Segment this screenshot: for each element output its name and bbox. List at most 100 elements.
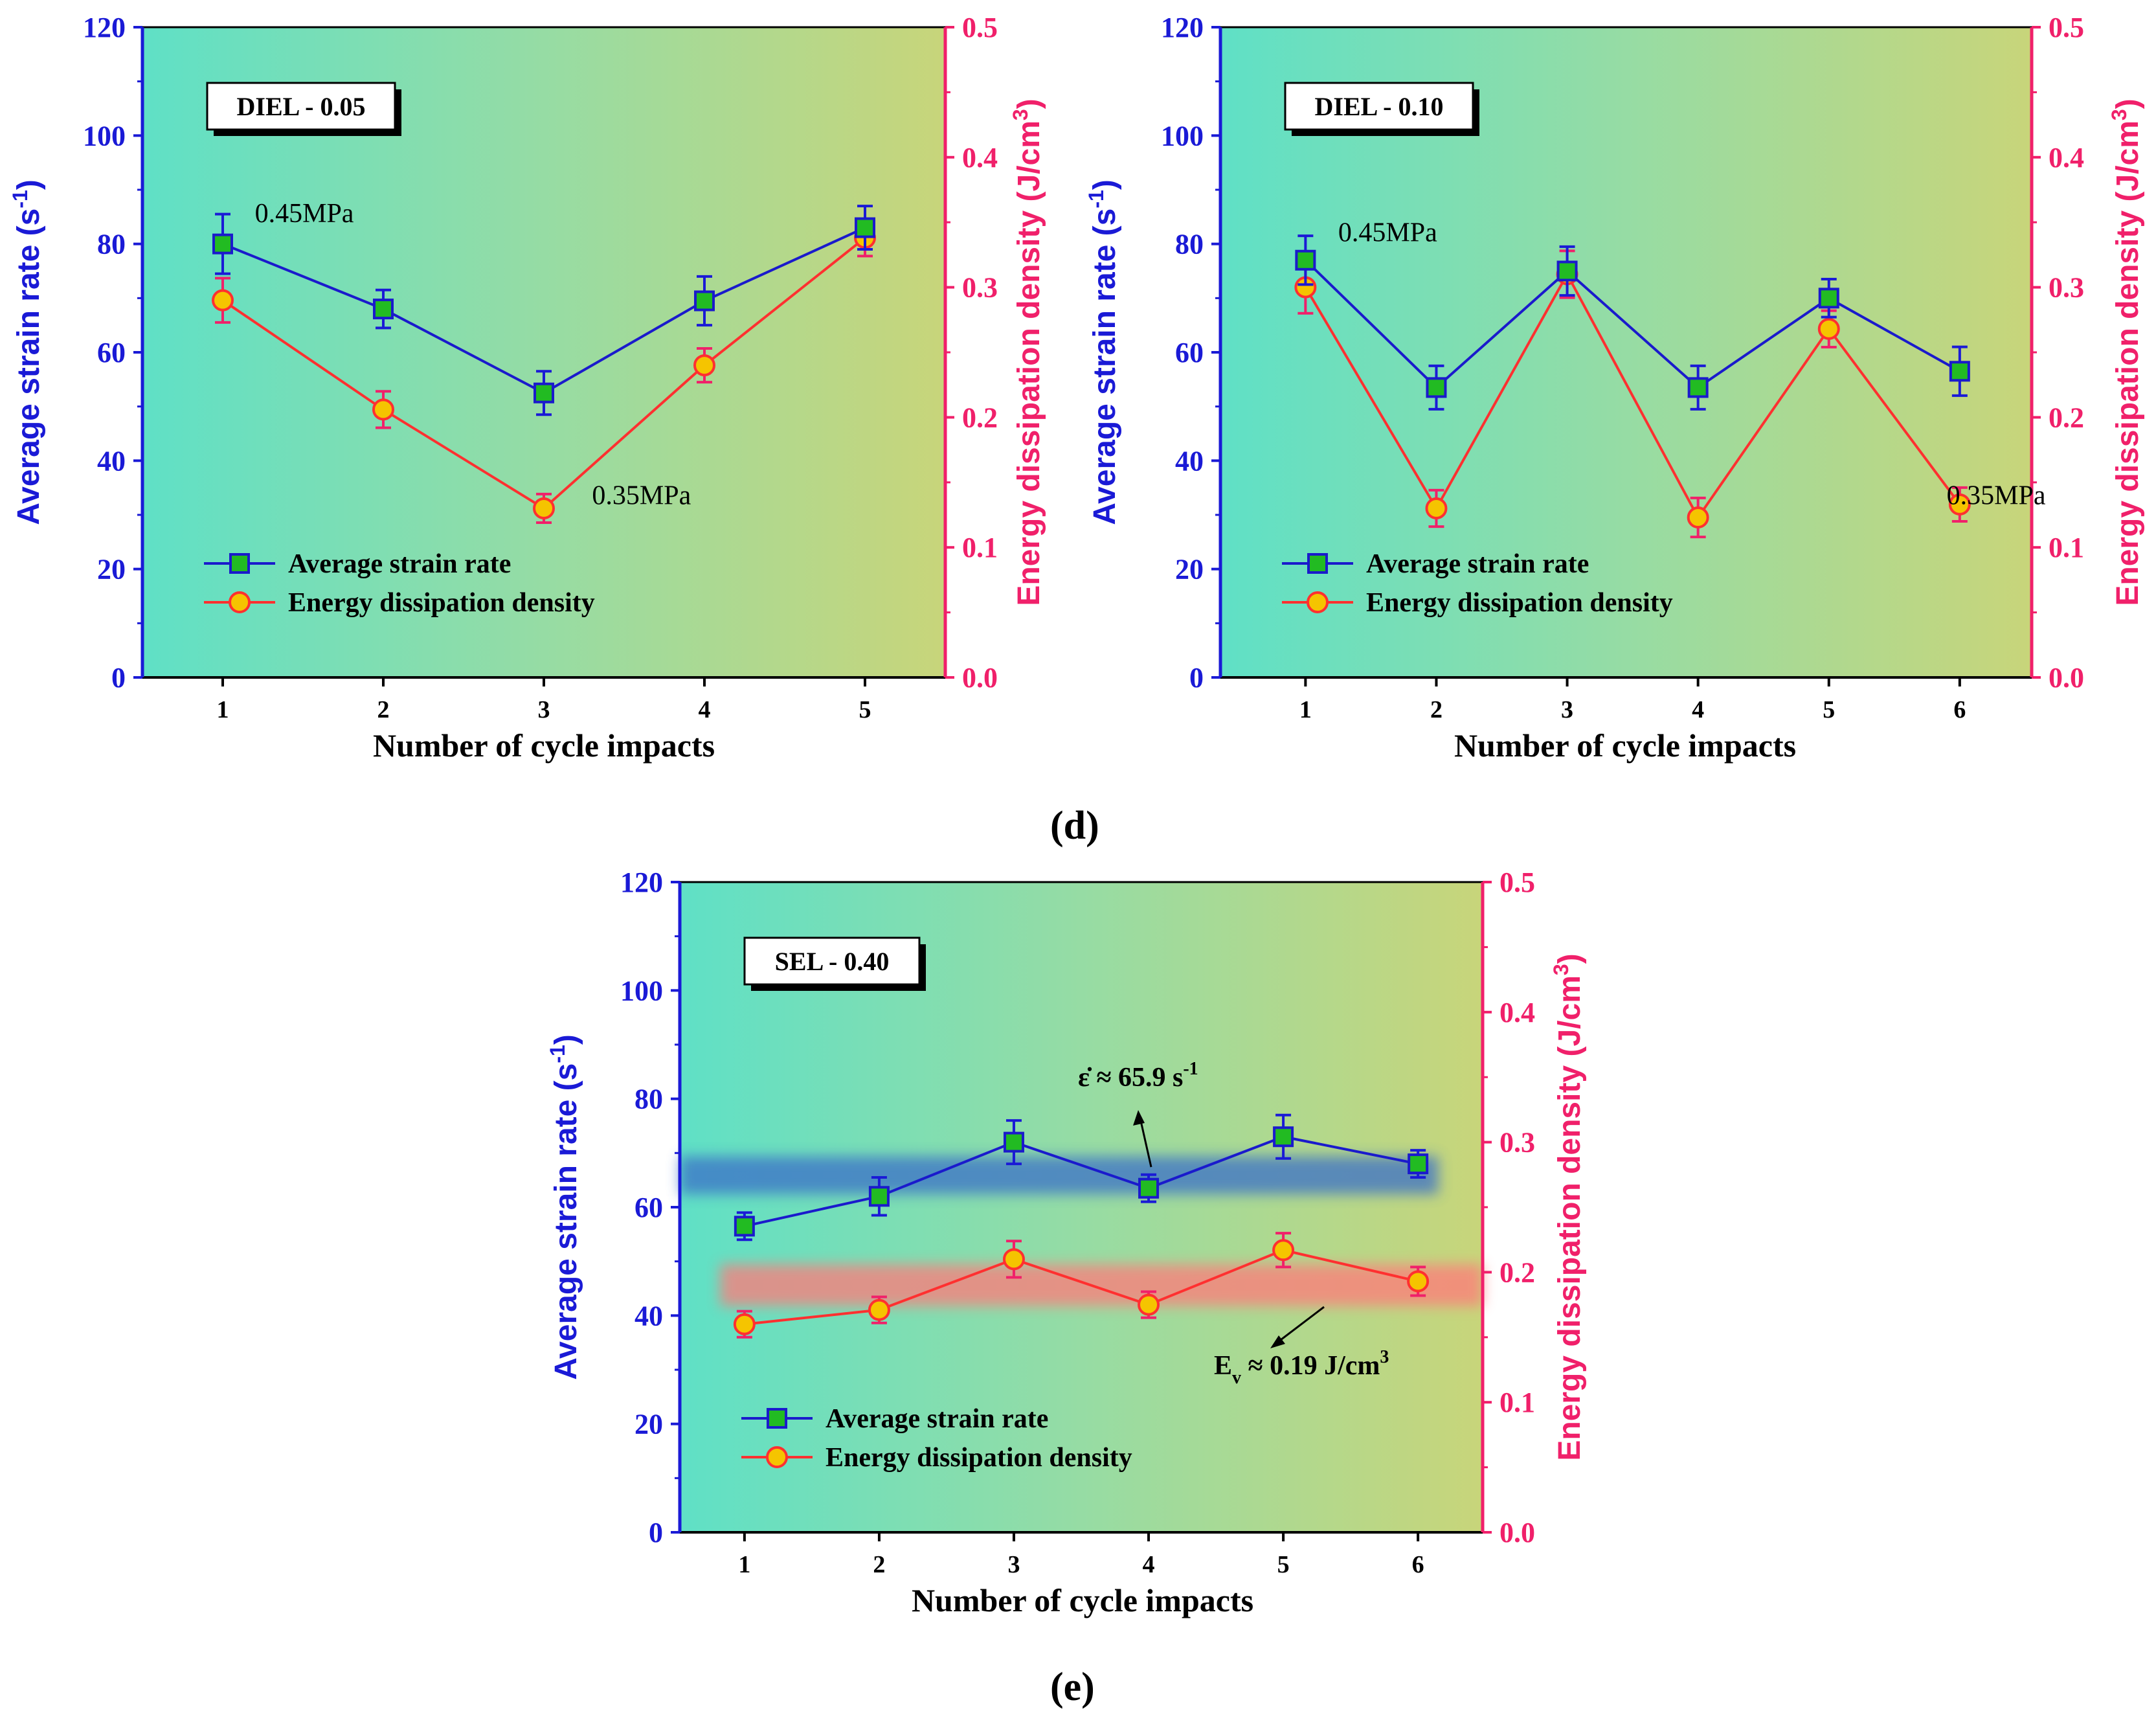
x-tick-label: 6 [1412, 1551, 1424, 1578]
energy-point [1687, 506, 1709, 529]
left-tick-label: 120 [1161, 12, 1204, 43]
legend-energy-marker [766, 1446, 788, 1468]
left-axis-label-end: ) [12, 179, 46, 190]
left-tick-label: 0 [1189, 662, 1204, 694]
x-tick-label: 5 [1277, 1551, 1290, 1578]
right-tick-label: 0.5 [1499, 867, 1535, 898]
strain-rate-point [868, 1186, 890, 1207]
energy-point [1817, 317, 1840, 340]
right-axis-label-main: Energy dissipation density (J/cm [1553, 975, 1587, 1461]
x-tick-label: 1 [738, 1551, 750, 1578]
strain-rate-point [1003, 1131, 1024, 1153]
energy-point [533, 497, 555, 519]
right-tick-label: 0.0 [1499, 1517, 1535, 1548]
caption-d-text: (d) [1050, 804, 1099, 848]
strain-rate-mean-label-main: ε̇ ≈ 65.9 s [1078, 1063, 1183, 1093]
left-tick-label: 0 [111, 662, 126, 694]
strain-rate-line [1304, 259, 1960, 390]
pressure-annotation: 0.35MPa [1947, 481, 2046, 510]
left-tick-label: 20 [97, 554, 126, 585]
strain-rate-mean-label: ε̇ ≈ 65.9 s-1 [1078, 1059, 1198, 1093]
legend-strain-marker [767, 1408, 787, 1429]
right-tick-label: 0.5 [962, 12, 998, 43]
left-tick-label: 80 [1175, 229, 1204, 260]
chart-title: DIEL - 0.05 [237, 92, 366, 121]
legend-energy-marker [1307, 591, 1329, 613]
panel-caption-e: (e) [1050, 1664, 1095, 1710]
x-axis-label: Number of cycle impacts [912, 1582, 1253, 1618]
left-tick-label: 100 [1161, 120, 1204, 152]
right-tick-label: 0.4 [962, 142, 998, 174]
x-tick-label: 1 [1299, 696, 1312, 723]
energy-point [868, 1299, 890, 1321]
right-tick-label: 0.4 [2049, 142, 2084, 174]
right-axis-label: Energy dissipation density (J/cm3) [2107, 98, 2145, 606]
x-tick-label: 4 [1692, 696, 1704, 723]
right-axis-label-end: ) [1012, 98, 1046, 109]
x-tick-label: 2 [377, 696, 390, 723]
strain-rate-point [734, 1216, 755, 1237]
energy-mean-label-sup: 3 [1380, 1347, 1389, 1367]
left-tick-label: 120 [620, 867, 663, 898]
strain-rate-point [1556, 260, 1578, 282]
strain-rate-point [1687, 377, 1709, 398]
title-box [1284, 82, 1474, 131]
pressure-annotation: 0.35MPa [592, 481, 691, 510]
right-tick-label: 0.2 [1499, 1256, 1535, 1288]
left-tick-label: 60 [97, 337, 126, 369]
energy-line [1304, 271, 1961, 520]
strain-rate-point [1138, 1177, 1160, 1199]
energy-mean-label-main: E [1214, 1351, 1232, 1381]
right-tick-label: 0.3 [962, 272, 998, 304]
left-tick-label: 60 [634, 1192, 663, 1223]
right-axis-label-sup: 3 [1009, 109, 1032, 120]
pressure-annotation: 0.45MPa [255, 199, 354, 229]
x-axis-label: Number of cycle impacts [373, 727, 715, 764]
right-tick-label: 0.3 [2049, 272, 2084, 304]
arrow-head-icon [1270, 1335, 1285, 1348]
strain-rate-line [744, 1135, 1419, 1228]
right-axis-label: Energy dissipation density (J/cm3) [1549, 953, 1587, 1460]
left-tick-label: 40 [97, 445, 126, 477]
legend-strain-marker [229, 553, 250, 574]
right-tick-label: 0.1 [1499, 1387, 1535, 1418]
caption-e-text: (e) [1050, 1665, 1095, 1709]
x-tick-label: 2 [1430, 696, 1443, 723]
left-tick-label: 80 [97, 229, 126, 260]
energy-mean-band [720, 1264, 1483, 1306]
title-box [206, 82, 396, 131]
strain-rate-point [1426, 377, 1447, 398]
right-axis-label-end: ) [2111, 98, 2145, 109]
strain-rate-point [373, 299, 394, 320]
right-tick-label: 0.0 [962, 662, 998, 694]
energy-point [1948, 493, 1971, 516]
right-tick-label: 0.3 [1499, 1127, 1535, 1159]
right-axis-label-main: Energy dissipation density (J/cm [1012, 120, 1046, 606]
right-tick-label: 0.2 [2049, 402, 2084, 433]
energy-point [1002, 1248, 1025, 1271]
right-axis-label-sup: 3 [1549, 964, 1573, 975]
left-axis-label: Average strain rate (s-1) [1084, 179, 1122, 525]
strain-rate-point [855, 217, 875, 238]
arrow-shaft [1275, 1306, 1325, 1345]
energy-mean-label-sub: v [1232, 1368, 1241, 1388]
energy-point [1407, 1270, 1430, 1293]
left-axis-label-end: ) [1088, 179, 1122, 190]
x-tick-label: 2 [873, 1551, 885, 1578]
x-tick-label: 3 [538, 696, 550, 723]
left-tick-label: 0 [649, 1517, 663, 1548]
left-axis-label-sup: -1 [1084, 190, 1108, 208]
x-tick-label: 5 [859, 696, 871, 723]
legend-strain-label: Average strain rate [288, 549, 511, 579]
left-tick-label: 20 [634, 1409, 663, 1440]
left-axis-label: Average strain rate (s-1) [8, 179, 46, 525]
legend-strain-marker [1307, 553, 1328, 574]
strain-rate-point [1818, 288, 1839, 309]
panel-caption-d: (d) [1050, 803, 1099, 849]
pressure-annotation: 0.45MPa [1338, 218, 1437, 247]
arrow-head-icon [1133, 1110, 1145, 1126]
x-tick-label: 4 [699, 696, 711, 723]
energy-point [1272, 1239, 1295, 1262]
left-axis-label-main: Average strain rate (s [549, 1063, 583, 1380]
right-axis-label-end: ) [1553, 953, 1587, 964]
